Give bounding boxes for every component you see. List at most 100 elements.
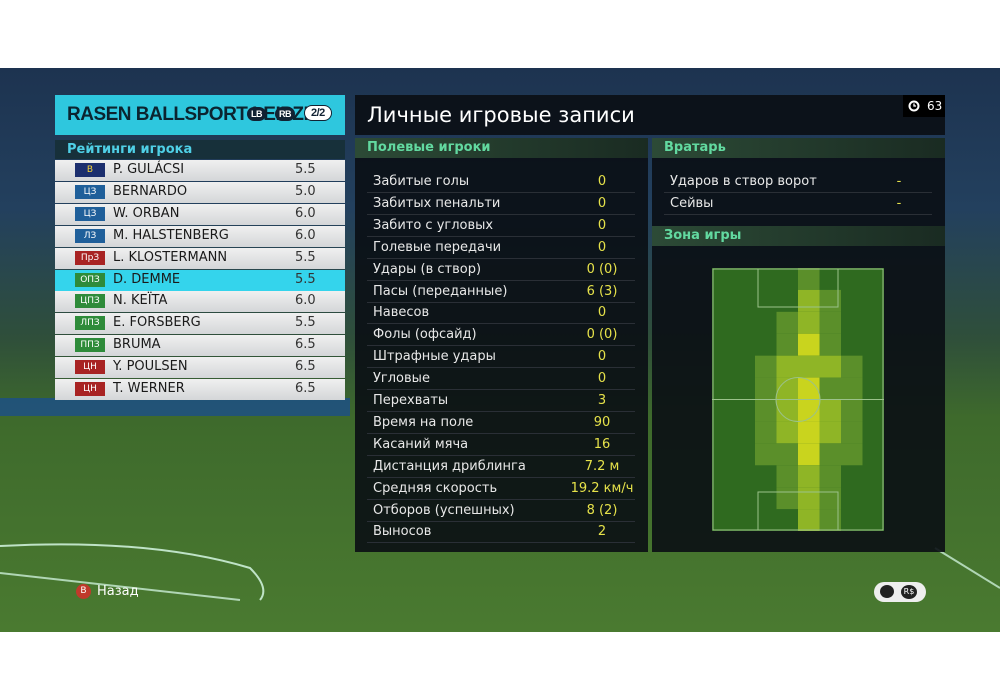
heat-shape [798,289,820,312]
clock-icon [908,100,920,112]
heat-shape [798,465,820,488]
position-badge: В [75,163,105,177]
player-name: L. KLOSTERMANN [113,249,228,265]
stat-value: 90 [593,414,611,430]
heat-shape [841,443,863,466]
currency-icon[interactable]: R$ [901,585,917,599]
heat-shape [819,289,841,312]
player-row[interactable]: ЦЗ W. ORBAN 6.0 [55,203,345,225]
player-row[interactable]: ЛЗ M. HALSTENBERG 6.0 [55,225,345,247]
stat-label: Забитых пенальти [373,195,501,211]
player-name: W. ORBAN [113,205,180,221]
stat-row: Фолы (офсайд) 0 (0) [367,324,635,347]
heat-shape [776,465,798,488]
gk-panel: Вратарь Ударов в створ ворот - Сейвы - Зона… [652,138,945,552]
timer-value: 63 [927,99,943,113]
ratings-title: Рейтинги игрока [55,140,345,159]
stat-label: Штрафные удары [373,349,496,365]
heat-shape [819,333,841,356]
stat-row: Отборов (успешных) 8 (2) [367,500,635,522]
stat-value: 0 [597,174,607,189]
position-badge: ПрЗ [75,250,105,265]
player-row[interactable]: ОПЗ D. DEMME 5.5 [55,269,345,291]
player-row[interactable]: ЛПЗ E. FORSBERG 5.5 [55,313,345,335]
player-rating: 6.0 [295,293,316,309]
heat-shape [841,355,863,378]
heat-shape [798,311,820,334]
stat-label: Выносов [373,524,432,540]
title-bar: Личные игровые записи [355,95,945,135]
stat-value: 2 [597,524,607,540]
stat-label: Удары (в створ) [373,261,482,277]
stat-label: Перехваты [373,393,449,408]
heat-shape [776,443,798,466]
position-badge: ЦН [75,360,105,375]
stat-row: Дистанция дриблинга 7.2 м [367,456,635,478]
back-label[interactable]: Назад [97,584,139,599]
heat-shape [819,377,841,400]
heat-shape [776,399,798,422]
player-row[interactable]: В P. GULÁCSI 5.5 [55,160,345,181]
stat-value: 19.2 км/ч [570,480,634,496]
heat-shape [776,377,798,400]
heat-shape [819,399,841,422]
stat-value: 0 [597,305,607,321]
player-row[interactable]: ЦН Y. POULSEN 6.5 [55,357,345,379]
heat-shape [819,443,841,466]
player-row[interactable]: ППЗ BRUMA 6.5 [55,335,345,357]
stat-row: Выносов 2 [367,521,635,544]
heat-shape [775,377,821,422]
heat-shape [798,377,820,400]
player-name: Y. POULSEN [113,359,188,375]
timer: 63 [903,95,945,117]
stat-label: Дистанция дриблинга [373,458,526,474]
stat-value: 3 [597,393,607,408]
page-title: Личные игровые записи [367,103,635,127]
field-title: Полевые игроки [355,138,648,158]
zone-title: Зона игры [652,226,945,246]
heat-shape [798,443,820,466]
player-rating: 5.5 [295,315,316,331]
heat-shape [798,333,820,356]
position-badge: ОПЗ [75,272,105,287]
field-panel: Полевые игроки Забитые голы 0 Забитых пена… [355,138,648,552]
player-rating: 5.5 [295,162,316,177]
stat-label: Ударов в створ ворот [670,174,817,189]
heat-shape [841,377,863,400]
chat-icon[interactable] [880,585,894,598]
stat-label: Голевые передачи [373,239,502,255]
stat-row: Забитых пенальти 0 [367,193,635,215]
heat-shape [755,443,777,466]
player-name: P. GULÁCSI [113,162,185,177]
stat-label: Пасы (переданные) [373,283,508,299]
player-row[interactable]: ЦПЗ N. KEÏTA 6.0 [55,291,345,313]
stat-value: 8 (2) [586,502,618,518]
heat-shape [841,421,863,444]
player-name: T. WERNER [113,381,185,396]
page-indicator[interactable]: 2/2 [304,105,332,121]
stat-value: 0 (0) [586,327,618,343]
heat-shape [776,355,798,378]
stat-value: - [896,174,902,189]
position-badge: ЦЗ [75,184,105,199]
player-row[interactable]: ЦН T. WERNER 6.5 [55,379,345,400]
heat-shape [776,421,798,444]
menu-icons[interactable]: R$ [874,582,926,602]
stat-value: 0 [597,349,607,365]
player-row[interactable]: ЦЗ BERNARDO 5.0 [55,181,345,203]
player-row[interactable]: ПрЗ L. KLOSTERMANN 5.5 [55,247,345,269]
stat-row: Угловые 0 [367,368,635,391]
stat-row: Забито с угловых 0 [367,215,635,237]
stat-value: - [896,195,902,211]
pitch-lines [0,398,1000,601]
player-rating: 6.5 [295,337,316,353]
player-name: E. FORSBERG [113,315,201,331]
heat-shape [755,355,777,378]
player-name: D. DEMME [113,271,181,287]
stat-label: Навесов [373,305,430,321]
stat-row: Средняя скорость 19.2 км/ч [367,478,635,500]
stat-value: 0 [597,239,607,255]
back-button-icon[interactable]: B [76,584,91,599]
stat-row: Ударов в створ ворот - [664,171,932,193]
